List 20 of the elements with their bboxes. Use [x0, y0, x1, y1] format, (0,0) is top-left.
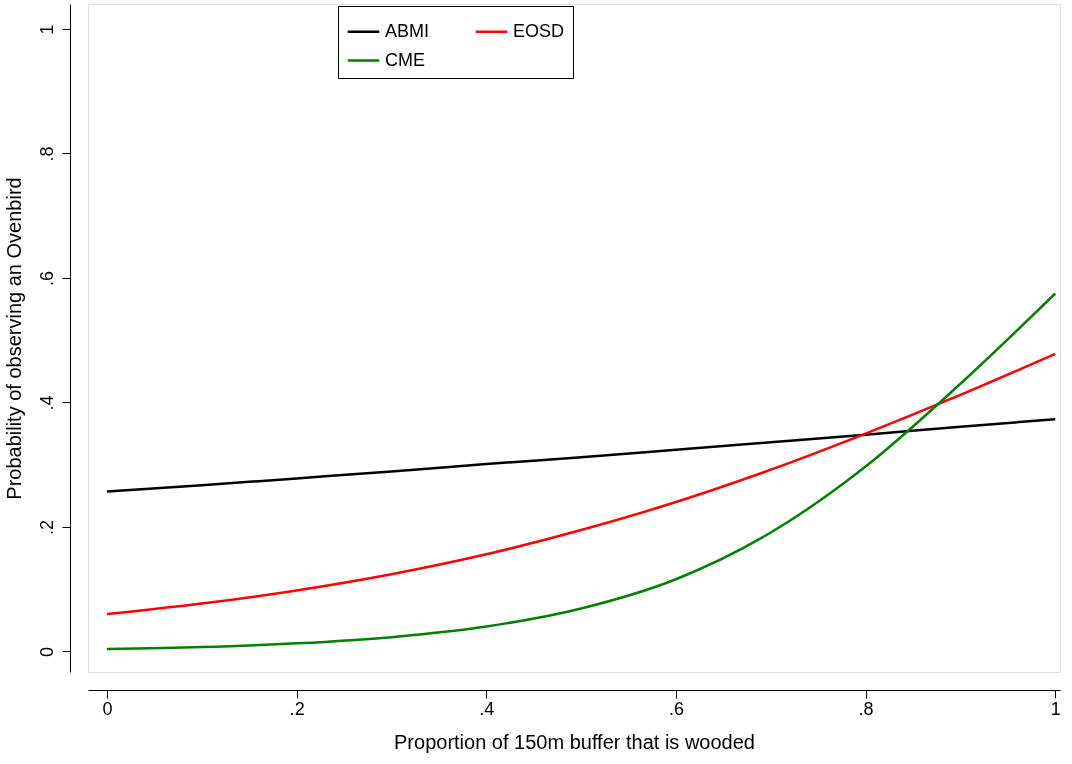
y-tick-label: .6	[36, 270, 57, 286]
x-tick-label: .2	[289, 698, 305, 719]
legend-label: CME	[385, 49, 425, 70]
x-tick-label: .4	[479, 698, 495, 719]
x-tick-label: 1	[1050, 698, 1061, 719]
y-tick-label: .4	[36, 395, 57, 411]
line-series	[105, 292, 1057, 651]
line-series	[105, 417, 1057, 493]
y-tick-label: 0	[36, 646, 57, 657]
y-tick-label: 1	[36, 24, 57, 35]
y-tick-label: .2	[36, 519, 57, 535]
x-tick-label: .8	[858, 698, 874, 719]
legend-label: EOSD	[513, 20, 565, 41]
x-tick-label: .6	[668, 698, 684, 719]
x-tick-label: 0	[102, 698, 113, 719]
y-tick-label: .8	[36, 146, 57, 162]
line-series	[105, 352, 1057, 616]
x-axis-title: Proportion of 150m buffer that is wooded	[394, 730, 755, 753]
y-axis-title: Probability of observing an Ovenbird	[2, 177, 25, 500]
legend-label: ABMI	[385, 20, 430, 41]
